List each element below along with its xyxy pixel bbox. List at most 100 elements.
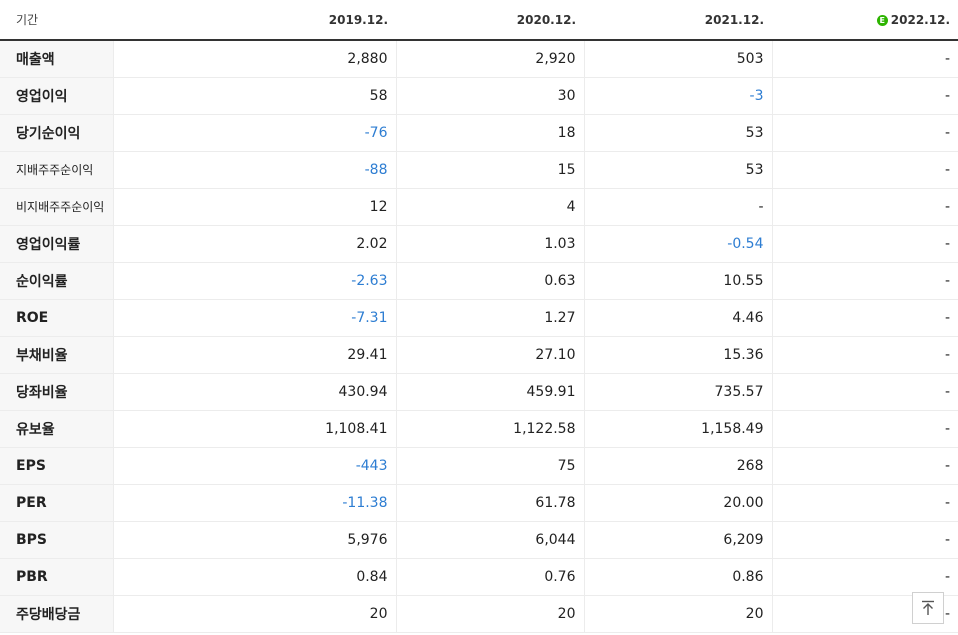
value-cell: 30 bbox=[395, 77, 584, 115]
value-cell: - bbox=[771, 224, 958, 263]
value-cell: 53 bbox=[583, 114, 772, 152]
value-cell: - bbox=[771, 373, 958, 411]
arrow-up-to-top-icon bbox=[922, 600, 934, 615]
table-row: PER -11.38 61.78 20.00- bbox=[0, 484, 958, 522]
value-cell: 503 bbox=[583, 40, 772, 78]
row-label: 지배주주순이익 bbox=[0, 151, 113, 189]
row-label: 부채비율 bbox=[0, 335, 113, 374]
row-label: 비지배주주순이익 bbox=[0, 188, 113, 226]
value-cell: 6,044 bbox=[395, 521, 584, 559]
row-label: 주당배당금 bbox=[0, 594, 113, 633]
value-cell: - bbox=[771, 521, 958, 559]
value-cell: -11.38 bbox=[112, 484, 396, 522]
value-cell: -7.31 bbox=[112, 299, 396, 337]
table-row: ROE -7.31 1.27 4.46- bbox=[0, 299, 958, 337]
row-label: 당기순이익 bbox=[0, 114, 113, 152]
value-cell: 58 bbox=[112, 77, 396, 115]
value-cell: 1,108.41 bbox=[112, 410, 396, 448]
row-label: EPS bbox=[0, 446, 113, 485]
value-cell: - bbox=[771, 446, 958, 485]
row-label: PER bbox=[0, 484, 113, 522]
value-cell: 20.00 bbox=[583, 484, 772, 522]
value-cell: 15.36 bbox=[583, 335, 772, 374]
row-label: BPS bbox=[0, 521, 113, 559]
value-cell: - bbox=[771, 77, 958, 115]
row-label: 당좌비율 bbox=[0, 373, 113, 411]
value-cell: - bbox=[583, 188, 772, 226]
value-cell: - bbox=[771, 299, 958, 337]
value-cell: 20 bbox=[395, 594, 584, 633]
value-cell: 1,158.49 bbox=[583, 410, 772, 448]
value-cell: 20 bbox=[583, 594, 772, 633]
table-header-row: 기간 2019.12. 2020.12. 2021.12. E 2022.12. bbox=[0, 0, 958, 41]
value-cell: 6,209 bbox=[583, 521, 772, 559]
value-cell: 268 bbox=[583, 446, 772, 485]
row-label: 매출액 bbox=[0, 40, 113, 78]
value-cell: 29.41 bbox=[112, 335, 396, 374]
column-header-2021: 2021.12. bbox=[584, 0, 772, 41]
value-cell: - bbox=[771, 151, 958, 189]
table-row: 영업이익률 2.02 1.03 -0.54- bbox=[0, 224, 958, 263]
value-cell: - bbox=[771, 558, 958, 596]
scroll-to-top-button[interactable] bbox=[912, 592, 944, 624]
column-header-2019: 2019.12. bbox=[113, 0, 396, 41]
value-cell: 0.86 bbox=[583, 558, 772, 596]
table-row: 부채비율 29.41 27.10 15.36- bbox=[0, 335, 958, 374]
value-cell: 10.55 bbox=[583, 262, 772, 300]
value-cell: 61.78 bbox=[395, 484, 584, 522]
row-label: 유보율 bbox=[0, 410, 113, 448]
value-cell: - bbox=[771, 262, 958, 300]
value-cell: 75 bbox=[395, 446, 584, 485]
table-row: 매출액 2,880 2,920 503- bbox=[0, 40, 958, 78]
value-cell: 1.27 bbox=[395, 299, 584, 337]
value-cell: 2,920 bbox=[395, 40, 584, 78]
value-cell: -3 bbox=[583, 77, 772, 115]
value-cell: 4 bbox=[395, 188, 584, 226]
value-cell: 53 bbox=[583, 151, 772, 189]
row-label: 영업이익 bbox=[0, 77, 113, 115]
value-cell: 2,880 bbox=[112, 40, 396, 78]
value-cell: 15 bbox=[395, 151, 584, 189]
value-cell: -76 bbox=[112, 114, 396, 152]
value-cell: 2.02 bbox=[112, 224, 396, 263]
value-cell: 1.03 bbox=[395, 224, 584, 263]
row-label: PBR bbox=[0, 558, 113, 596]
value-cell: - bbox=[771, 484, 958, 522]
value-cell: -443 bbox=[112, 446, 396, 485]
value-cell: 12 bbox=[112, 188, 396, 226]
value-cell: -0.54 bbox=[583, 224, 772, 263]
value-cell: -88 bbox=[112, 151, 396, 189]
value-cell: - bbox=[771, 114, 958, 152]
value-cell: - bbox=[771, 40, 958, 78]
value-cell: 735.57 bbox=[583, 373, 772, 411]
table-row: 당기순이익 -76 18 53- bbox=[0, 114, 958, 152]
table-row: 영업이익 58 30 -3- bbox=[0, 77, 958, 115]
table-row: EPS -443 75 268- bbox=[0, 446, 958, 485]
row-label: ROE bbox=[0, 299, 113, 337]
value-cell: 18 bbox=[395, 114, 584, 152]
value-cell: 27.10 bbox=[395, 335, 584, 374]
value-cell: - bbox=[771, 335, 958, 374]
value-cell: - bbox=[771, 188, 958, 226]
value-cell: 0.63 bbox=[395, 262, 584, 300]
value-cell: 20 bbox=[112, 594, 396, 633]
table-row: 유보율 1,108.41 1,122.58 1,158.49- bbox=[0, 410, 958, 448]
value-cell: 4.46 bbox=[583, 299, 772, 337]
value-cell: 0.84 bbox=[112, 558, 396, 596]
table-row: 당좌비율 430.94 459.91 735.57- bbox=[0, 373, 958, 411]
value-cell: 459.91 bbox=[395, 373, 584, 411]
table-row: 주당배당금 20 20 20- bbox=[0, 594, 958, 633]
value-cell: 5,976 bbox=[112, 521, 396, 559]
value-cell: 430.94 bbox=[112, 373, 396, 411]
estimate-icon: E bbox=[876, 14, 888, 26]
table-row: 지배주주순이익 -88 15 53- bbox=[0, 151, 958, 189]
table-row: 비지배주주순이익 12 4- - bbox=[0, 188, 958, 226]
row-label: 순이익률 bbox=[0, 262, 113, 300]
table-row: BPS 5,976 6,044 6,209- bbox=[0, 521, 958, 559]
value-cell: -2.63 bbox=[112, 262, 396, 300]
table-row: 순이익률 -2.63 0.63 10.55- bbox=[0, 262, 958, 300]
period-header: 기간 bbox=[0, 0, 113, 41]
table-row: PBR 0.84 0.76 0.86- bbox=[0, 558, 958, 596]
column-header-2022: E 2022.12. bbox=[772, 0, 958, 41]
